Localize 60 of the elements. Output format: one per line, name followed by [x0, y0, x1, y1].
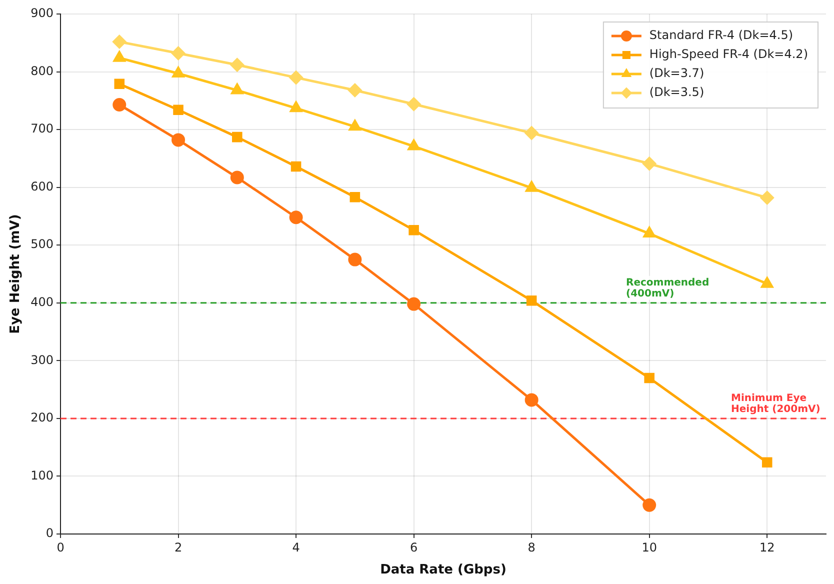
y-tick-label: 0: [46, 526, 54, 540]
x-tick-label: 2: [174, 540, 182, 554]
point: [289, 210, 303, 224]
legend-label: (Dk=3.5): [649, 85, 704, 100]
y-axis-title: Eye Height (mV): [8, 214, 24, 334]
point: [350, 192, 360, 202]
point: [524, 393, 538, 407]
y-tick-label: 200: [30, 410, 54, 425]
point: [524, 126, 538, 140]
point: [231, 84, 244, 94]
point: [760, 190, 774, 204]
point: [407, 97, 421, 111]
point: [644, 372, 654, 384]
point: [643, 226, 656, 238]
point: [113, 51, 126, 62]
point: [172, 46, 186, 60]
point: [526, 295, 537, 306]
point: [230, 58, 244, 72]
x-axis-title: Data Rate (Gbps): [380, 562, 506, 578]
point: [290, 161, 302, 172]
y-tick-label: 800: [30, 64, 54, 78]
y-tick-label: 100: [30, 468, 54, 482]
point: [526, 181, 538, 192]
y-tick-label: 900: [30, 6, 54, 20]
y-tick-label: 500: [30, 237, 54, 252]
point: [408, 140, 420, 150]
x-tick-label: 4: [292, 540, 300, 554]
point: [232, 132, 242, 142]
legend-label: Standard FR-4 (Dk=4.5): [649, 28, 794, 42]
point: [290, 101, 302, 112]
legend-label: High-Speed FR-4 (Dk=4.2): [649, 47, 808, 62]
point: [642, 498, 656, 512]
x-tick-label: 12: [759, 540, 775, 554]
point: [762, 457, 772, 468]
point: [642, 156, 656, 170]
point: [348, 120, 361, 131]
point: [112, 98, 126, 112]
x-tick-label: 10: [642, 540, 657, 554]
x-tick-label: 0: [56, 540, 64, 554]
point: [114, 78, 125, 90]
ref-line-label: Minimum Eye Height (200mV): [731, 393, 820, 416]
y-tick-label: 600: [30, 179, 54, 194]
point: [348, 84, 362, 98]
x-tick-label: 8: [528, 540, 536, 554]
point: [289, 70, 303, 84]
point: [761, 277, 774, 288]
x-tick-label: 6: [410, 540, 418, 554]
point: [407, 297, 421, 311]
point: [172, 66, 184, 78]
point: [348, 252, 362, 266]
point: [173, 104, 184, 116]
y-tick-label: 400: [30, 295, 54, 310]
point: [408, 224, 419, 236]
ref-line-label: Recommended (400mV): [626, 277, 710, 300]
y-tick-label: 700: [30, 122, 54, 136]
point: [112, 34, 126, 48]
point: [230, 170, 244, 184]
point: [172, 133, 186, 147]
legend-label: (Dk=3.7): [649, 66, 704, 80]
y-tick-label: 300: [30, 352, 54, 367]
